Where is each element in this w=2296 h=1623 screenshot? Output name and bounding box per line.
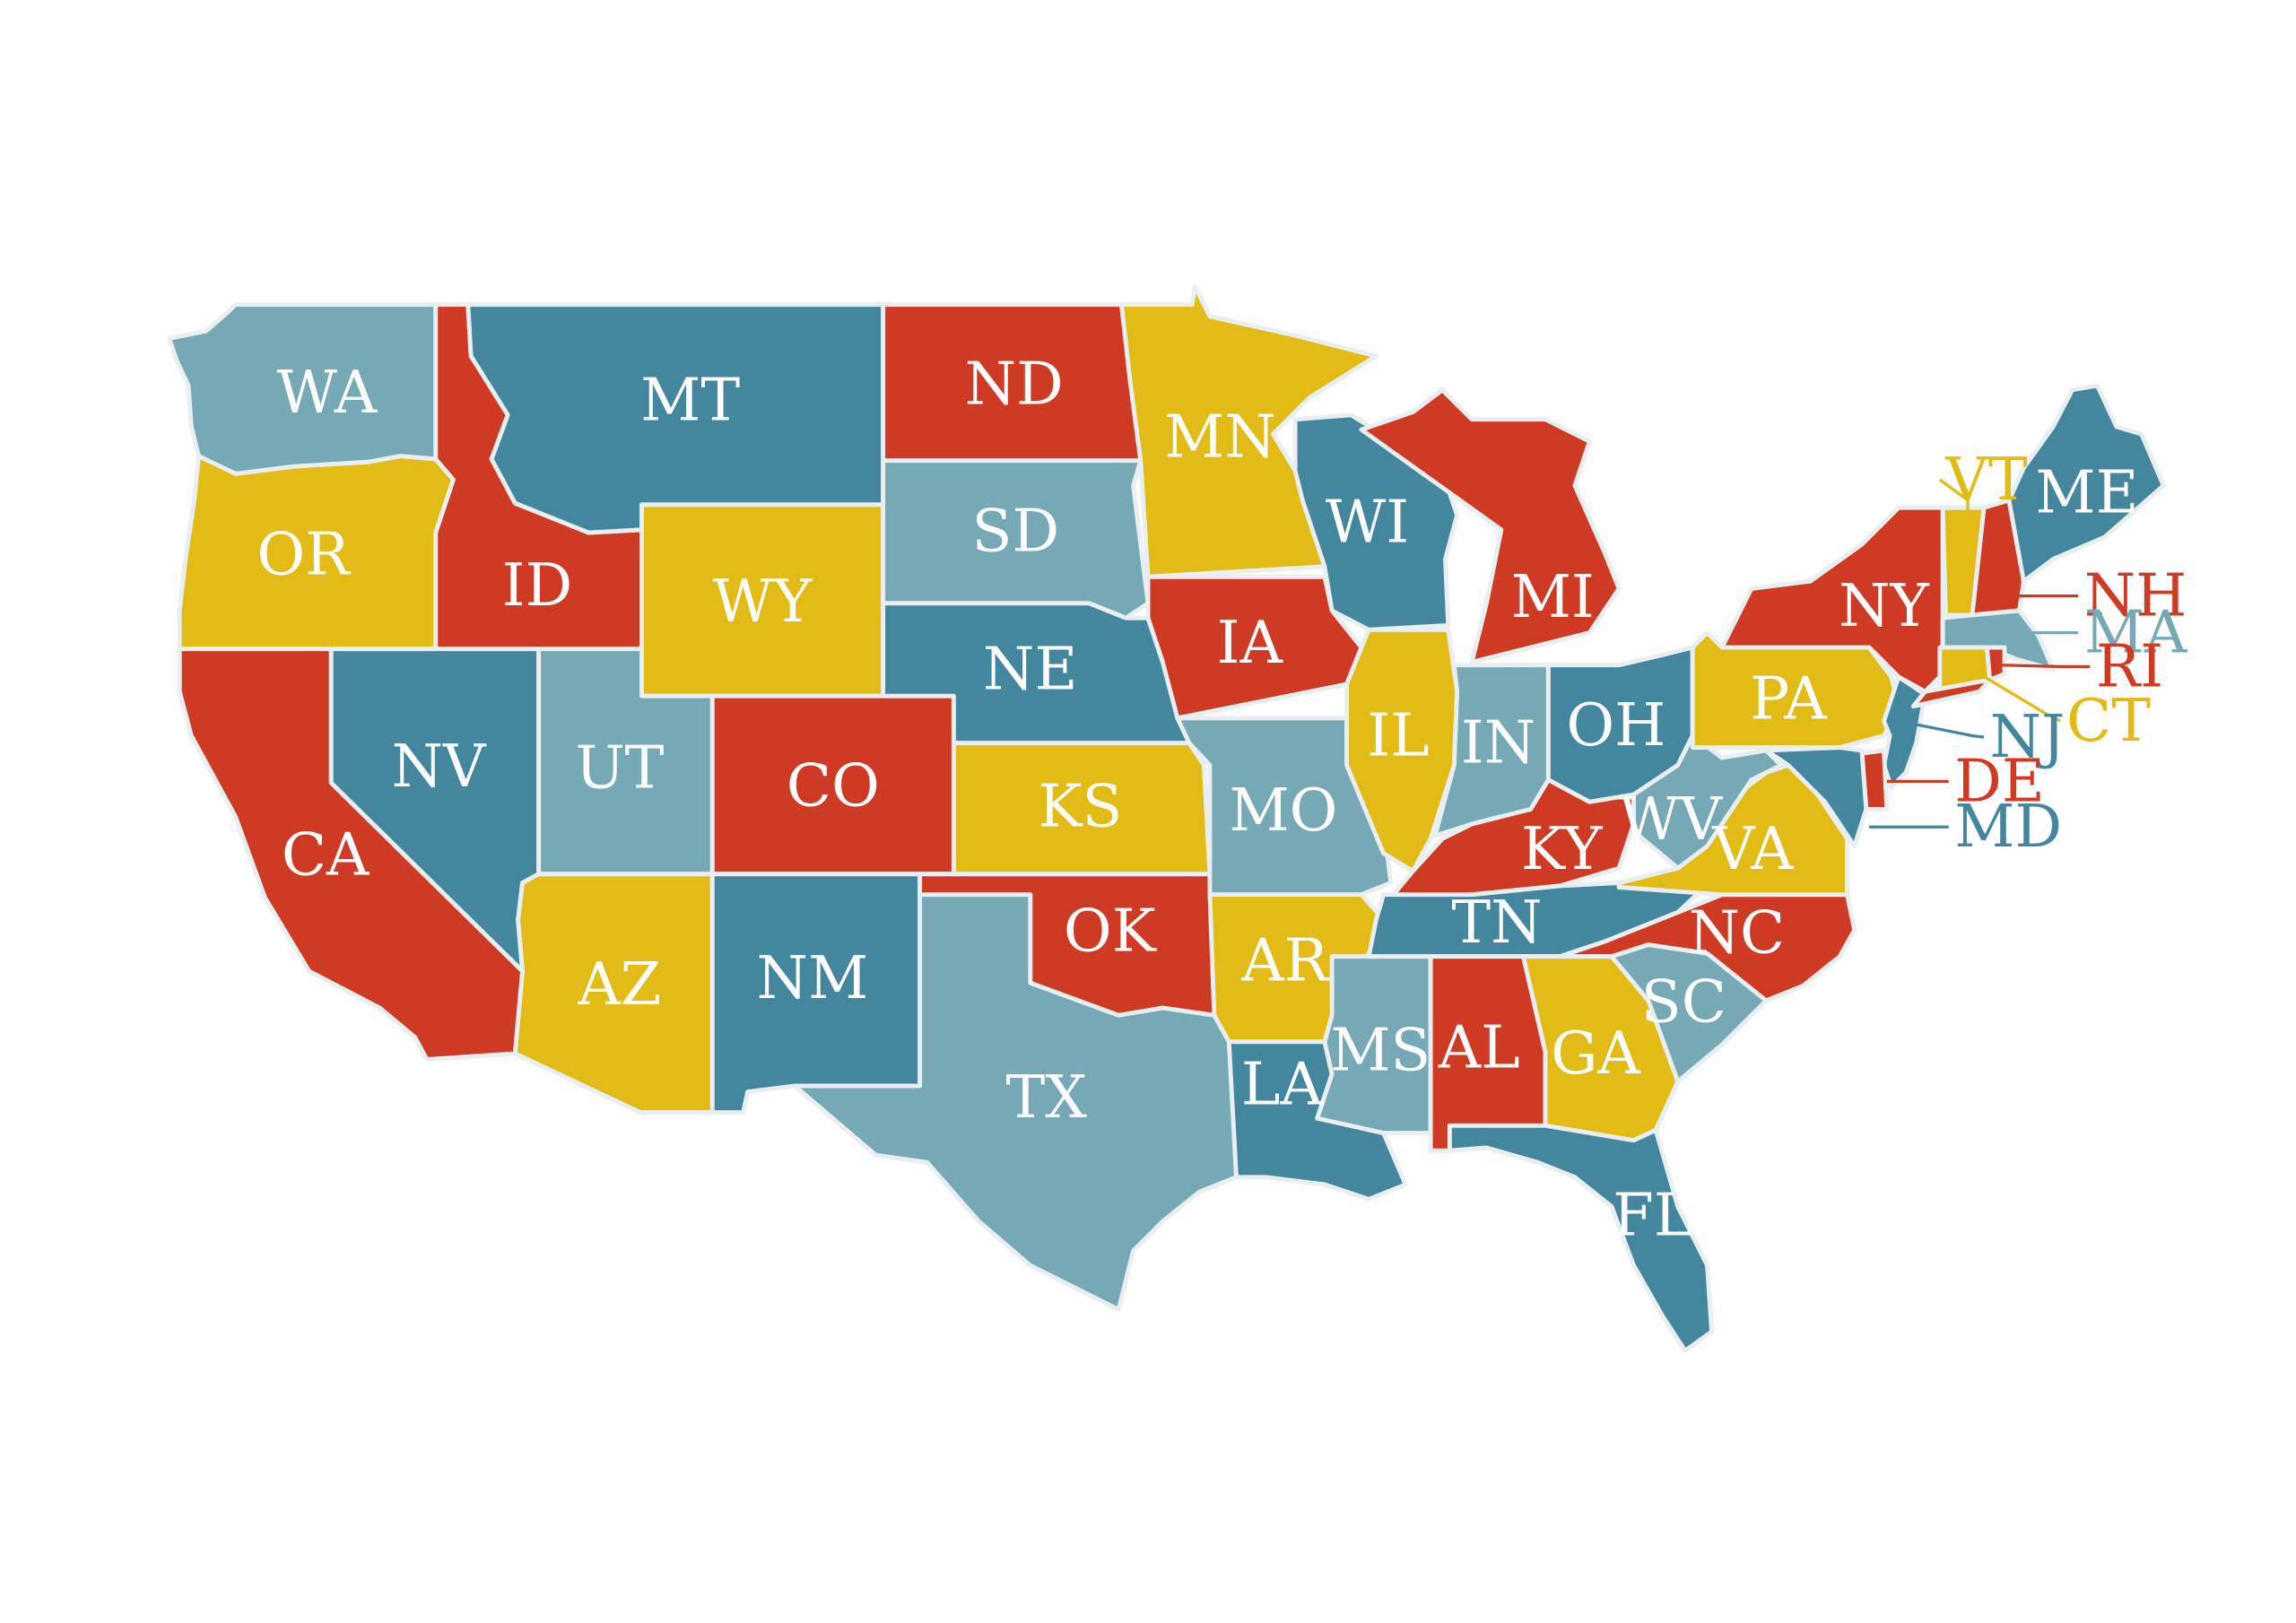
state-label-ct: CT	[2066, 687, 2151, 755]
state-label-pa: PA	[1750, 664, 1828, 733]
state-label-az: AZ	[577, 950, 661, 1019]
state-ri[interactable]	[1984, 645, 2007, 682]
state-label-ar: AR	[1240, 927, 1329, 995]
state-wv[interactable]	[1631, 733, 1784, 871]
state-label-vt: VT	[1944, 446, 2027, 514]
state-label-ca: CA	[282, 820, 370, 889]
state-label-or: OR	[257, 521, 351, 589]
leader-line-nj	[1913, 722, 1985, 739]
state-nc[interactable]	[1558, 892, 1857, 1003]
state-label-ok: OK	[1064, 898, 1158, 966]
state-label-il: IL	[1367, 701, 1430, 769]
state-ks[interactable]	[951, 741, 1213, 877]
state-label-nd: ND	[965, 350, 1064, 418]
state-label-nm: NM	[757, 944, 869, 1012]
state-label-sd: SD	[972, 497, 1060, 565]
state-mi[interactable]	[1359, 387, 1622, 664]
state-label-co: CO	[787, 751, 880, 820]
state-label-ia: IA	[1217, 609, 1284, 677]
state-md[interactable]	[1763, 745, 1869, 849]
state-label-oh: OH	[1566, 691, 1665, 759]
state-li	[1910, 677, 1993, 709]
state-label-tn: TN	[1451, 889, 1542, 957]
state-label-wy: WY	[713, 568, 813, 636]
state-label-ut: UT	[575, 734, 664, 803]
state-label-wi: WI	[1326, 489, 1409, 557]
state-label-ky: KY	[1521, 815, 1603, 883]
state-label-al: AL	[1438, 1013, 1520, 1081]
state-label-sc: SC	[1641, 968, 1726, 1037]
state-label-fl: FL	[1613, 1181, 1692, 1249]
leader-line-ct	[1979, 673, 2062, 723]
state-label-ny: NY	[1839, 572, 1929, 640]
state-label-tx: TX	[1006, 1063, 1088, 1132]
state-label-mo: MO	[1229, 777, 1337, 845]
state-me[interactable]	[2006, 383, 2166, 584]
state-label-ks: KS	[1039, 772, 1123, 840]
leader-line-ri	[2001, 664, 2091, 669]
state-label-ri: RI	[2096, 632, 2163, 700]
state-label-nv: NV	[392, 733, 487, 801]
state-label-mn: MN	[1164, 403, 1276, 471]
leader-line-vt	[1938, 478, 1970, 518]
state-label-wv: WV	[1619, 785, 1723, 854]
state-label-mt: MT	[640, 366, 740, 434]
state-label-ga: GA	[1551, 1020, 1641, 1088]
state-label-id: ID	[502, 551, 573, 620]
state-label-ma: MA	[2084, 599, 2188, 667]
state-label-ms: MS	[1330, 1017, 1431, 1085]
state-label-va: VA	[1711, 815, 1795, 883]
state-label-nc: NC	[1689, 898, 1786, 967]
state-label-in: IN	[1461, 709, 1535, 777]
state-label-ne: NE	[983, 636, 1077, 704]
state-label-me: ME	[2035, 459, 2138, 527]
state-label-md: MD	[1954, 793, 2062, 861]
state-label-de: DE	[1954, 747, 2045, 815]
state-mn[interactable]	[1118, 284, 1378, 579]
state-label-nh: NH	[2084, 562, 2187, 630]
state-fl[interactable]	[1447, 1123, 1714, 1353]
state-label-wa: WA	[277, 359, 378, 427]
state-label-mi: MI	[1511, 563, 1595, 631]
state-label-nj: NJ	[1990, 703, 2066, 771]
state-label-la: LA	[1241, 1050, 1325, 1118]
state-tx[interactable]	[792, 892, 1239, 1312]
